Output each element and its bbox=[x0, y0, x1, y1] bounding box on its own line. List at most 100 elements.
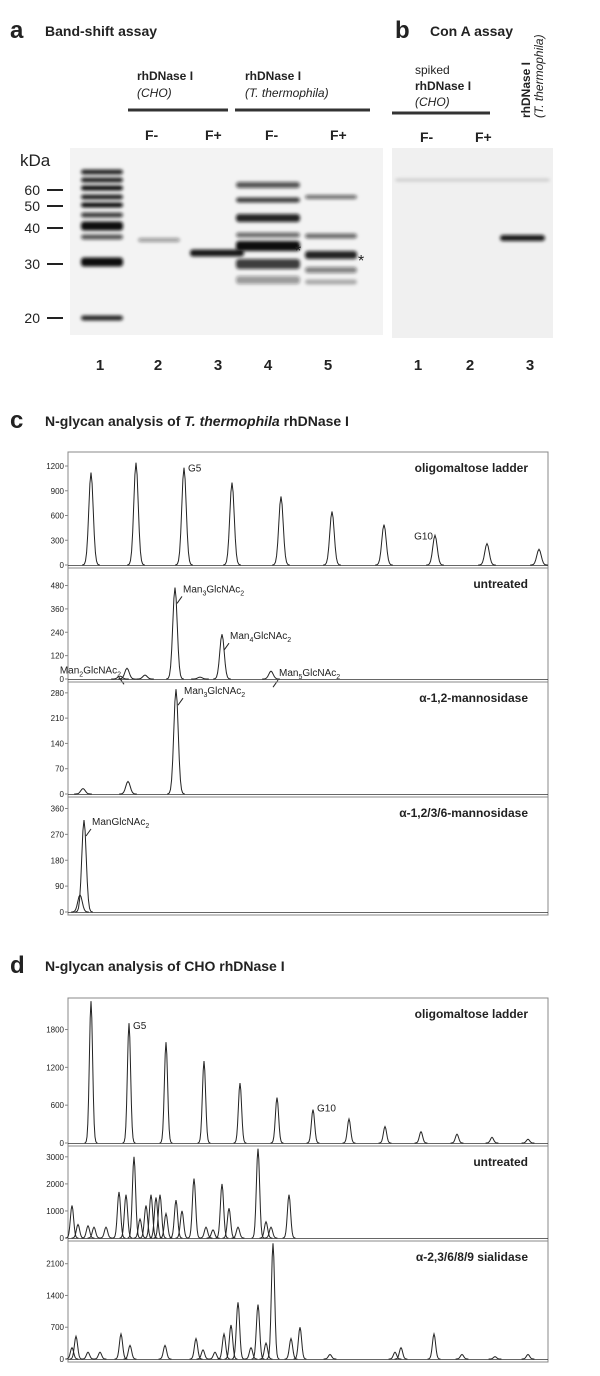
gel-band bbox=[81, 212, 123, 218]
peak bbox=[388, 1351, 402, 1360]
label-part: 3 bbox=[203, 692, 207, 699]
marker-label: 30 bbox=[24, 256, 40, 272]
lane-header: F- bbox=[420, 129, 434, 145]
peak bbox=[189, 1337, 203, 1360]
lane-number: 2 bbox=[154, 357, 162, 374]
marker-label: 50 bbox=[24, 198, 40, 214]
trace-title: α-2,3/6/8/9 sialidase bbox=[416, 1250, 528, 1264]
y-tick-label: 1200 bbox=[46, 462, 64, 471]
lane-number: 4 bbox=[264, 357, 273, 374]
unit-label: kDa bbox=[20, 151, 51, 170]
y-tick-label: 480 bbox=[51, 582, 65, 591]
peak bbox=[84, 1001, 98, 1144]
label-part: GlcNAc bbox=[302, 668, 336, 679]
gel-band bbox=[305, 233, 357, 239]
peak bbox=[122, 1023, 136, 1144]
gel bbox=[70, 148, 383, 335]
y-tick-label: 1400 bbox=[46, 1291, 64, 1300]
peak bbox=[93, 1351, 107, 1360]
peak bbox=[233, 1083, 247, 1144]
lane-header: F+ bbox=[205, 127, 222, 143]
peak bbox=[259, 1341, 273, 1360]
y-tick-label: 90 bbox=[55, 882, 64, 891]
y-tick-label: 3000 bbox=[46, 1153, 64, 1162]
peak bbox=[149, 1197, 163, 1239]
peak bbox=[293, 1327, 307, 1360]
label-leader bbox=[272, 679, 279, 688]
gel-band bbox=[395, 178, 550, 182]
peak bbox=[530, 548, 548, 566]
peak bbox=[81, 1224, 95, 1239]
label-part: Man bbox=[230, 631, 249, 642]
y-tick-label: 270 bbox=[51, 830, 65, 839]
trace-title: untreated bbox=[473, 1155, 528, 1169]
y-tick-label: 1800 bbox=[46, 1026, 64, 1035]
label-part: 2 bbox=[145, 823, 149, 830]
marker-label: 60 bbox=[24, 182, 40, 198]
plot-frame bbox=[67, 1240, 549, 1363]
y-tick-label: 0 bbox=[60, 1234, 65, 1243]
gel-band bbox=[236, 182, 300, 188]
gel-band bbox=[81, 221, 123, 231]
y-tick-label: 0 bbox=[60, 1355, 65, 1364]
peak bbox=[217, 1332, 231, 1360]
peak bbox=[272, 496, 290, 566]
peak bbox=[118, 667, 136, 680]
gel-band bbox=[236, 241, 300, 251]
lane-header: F+ bbox=[475, 129, 492, 145]
peak bbox=[127, 462, 145, 566]
peak bbox=[69, 1334, 83, 1360]
gel-band bbox=[305, 279, 357, 285]
peak bbox=[427, 1332, 441, 1360]
label-part: Man bbox=[183, 584, 202, 595]
lane3-name: rhDNase I bbox=[519, 62, 533, 118]
panel-letter: a bbox=[10, 17, 24, 44]
y-tick-label: 0 bbox=[60, 1139, 65, 1148]
lane-number: 2 bbox=[466, 357, 474, 374]
group-source: (CHO) bbox=[137, 86, 172, 100]
peak bbox=[196, 1349, 210, 1360]
peak bbox=[455, 1353, 469, 1360]
label-leader bbox=[223, 642, 230, 651]
panel-title: N-glycan analysis of T. thermophila rhDN… bbox=[45, 413, 349, 429]
label-part: GlcNAc bbox=[253, 631, 287, 642]
gel-band bbox=[190, 249, 244, 257]
peak bbox=[323, 511, 341, 566]
trace-title: oligomaltose ladder bbox=[415, 461, 529, 475]
label-part: ManGlcNAc bbox=[92, 817, 145, 828]
peak bbox=[159, 1211, 173, 1239]
y-tick-label: 300 bbox=[51, 536, 65, 545]
label-part: 2 bbox=[336, 674, 340, 681]
peak bbox=[112, 1191, 126, 1239]
label-part: 2 bbox=[117, 671, 121, 678]
gel-band bbox=[81, 185, 123, 191]
group-pre: spiked bbox=[415, 63, 450, 77]
peak-label: G10 bbox=[317, 1104, 336, 1115]
lane-number: 1 bbox=[96, 357, 104, 374]
panel-letter: d bbox=[10, 952, 25, 979]
peak bbox=[264, 1226, 278, 1239]
label-leader bbox=[85, 828, 92, 837]
y-tick-label: 0 bbox=[60, 790, 65, 799]
peak bbox=[323, 1353, 337, 1360]
peak bbox=[197, 1060, 211, 1144]
trace-title: oligomaltose ladder bbox=[415, 1007, 529, 1021]
label-part: 3 bbox=[202, 590, 206, 597]
gel-band bbox=[236, 214, 300, 222]
peak-label: Man3GlcNAc2 bbox=[184, 686, 245, 699]
gel-band bbox=[305, 195, 357, 199]
peak bbox=[521, 1138, 535, 1144]
peak-label: Man3GlcNAc2 bbox=[183, 584, 244, 597]
label-part: 2 bbox=[287, 637, 291, 644]
peak bbox=[82, 472, 100, 566]
peak bbox=[74, 788, 92, 795]
gel-band bbox=[81, 194, 123, 200]
y-tick-label: 70 bbox=[55, 765, 64, 774]
label-part: 5 bbox=[298, 674, 302, 681]
y-tick-label: 240 bbox=[51, 628, 65, 637]
y-tick-label: 120 bbox=[51, 652, 65, 661]
gel-band bbox=[236, 276, 300, 284]
label-part: G10 bbox=[317, 1104, 336, 1115]
label-leader bbox=[176, 596, 183, 604]
